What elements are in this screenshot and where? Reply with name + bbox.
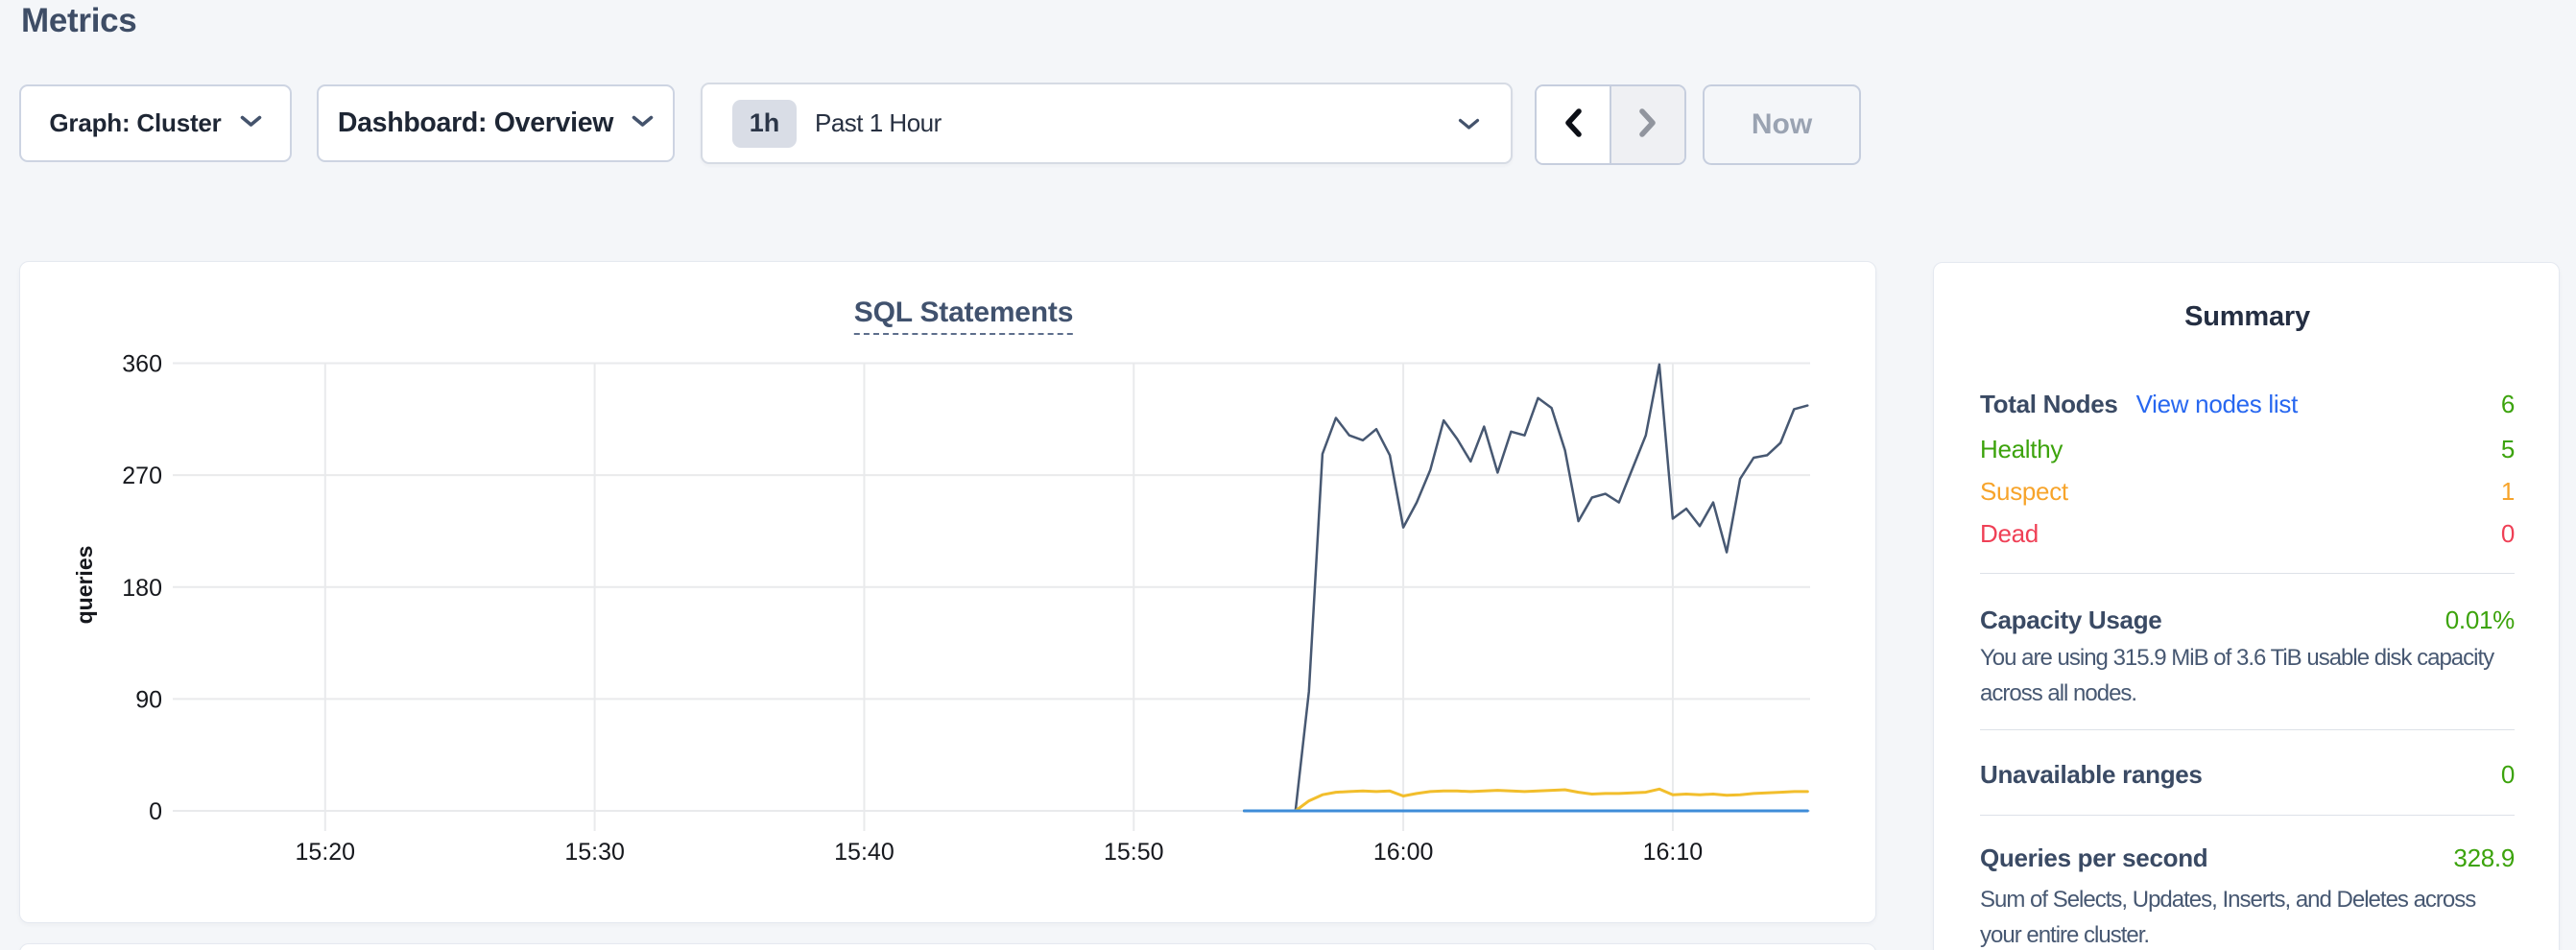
capacity-usage-label: Capacity Usage xyxy=(1980,606,2162,634)
total-nodes-label: Total Nodes xyxy=(1980,390,2118,418)
chevron-down-icon xyxy=(240,115,262,132)
now-button[interactable]: Now xyxy=(1703,84,1861,165)
svg-text:15:30: 15:30 xyxy=(564,839,625,866)
dashboard-dropdown-label: Dashboard: Overview xyxy=(337,107,614,138)
svg-text:16:00: 16:00 xyxy=(1373,839,1434,866)
chart-title[interactable]: SQL Statements xyxy=(853,297,1073,335)
healthy-nodes-value: 5 xyxy=(2500,435,2515,463)
chevron-right-icon xyxy=(1639,107,1657,142)
time-range-badge: 1h xyxy=(732,99,797,148)
divider xyxy=(1980,573,2515,574)
dead-nodes-row: Dead 0 xyxy=(1980,512,2515,555)
queries-per-second-description: Sum of Selects, Updates, Inserts, and De… xyxy=(1980,887,2476,948)
queries-per-second-value: 328.9 xyxy=(2453,843,2515,872)
chevron-down-icon xyxy=(1458,118,1480,135)
svg-text:270: 270 xyxy=(122,463,162,489)
chart-card xyxy=(19,261,1876,923)
suspect-nodes-label: Suspect xyxy=(1980,477,2068,506)
svg-text:15:50: 15:50 xyxy=(1104,839,1164,866)
svg-text:15:40: 15:40 xyxy=(834,839,894,866)
suspect-nodes-value: 1 xyxy=(2500,477,2515,506)
unavailable-ranges-value: 0 xyxy=(2500,760,2515,789)
unavailable-ranges-row: Unavailable ranges 0 xyxy=(1980,753,2515,796)
svg-text:0: 0 xyxy=(149,798,162,825)
svg-text:queries: queries xyxy=(72,546,97,625)
dashboard-dropdown[interactable]: Dashboard: Overview xyxy=(317,84,675,162)
page-title: Metrics xyxy=(21,2,137,39)
dead-nodes-label: Dead xyxy=(1980,519,2039,548)
queries-per-second-row: Queries per second 328.9 xyxy=(1980,837,2515,879)
svg-text:15:20: 15:20 xyxy=(296,839,356,866)
total-nodes-value: 6 xyxy=(2500,390,2515,418)
svg-text:16:10: 16:10 xyxy=(1643,839,1704,866)
svg-text:180: 180 xyxy=(122,575,162,602)
healthy-nodes-row: Healthy 5 xyxy=(1980,428,2515,470)
queries-per-second-label: Queries per second xyxy=(1980,843,2208,872)
healthy-nodes-label: Healthy xyxy=(1980,435,2063,463)
dead-nodes-value: 0 xyxy=(2500,519,2515,548)
time-range-selector[interactable]: 1h Past 1 Hour xyxy=(701,83,1513,164)
graph-dropdown-label: Graph: Cluster xyxy=(49,108,222,137)
unavailable-ranges-label: Unavailable ranges xyxy=(1980,760,2203,789)
capacity-usage-row: Capacity Usage 0.01% xyxy=(1980,599,2515,641)
sql-statements-chart: 0 90 180 270 360 15:20 15:30 15:40 15:50 16:00 16:… xyxy=(72,351,1810,866)
next-time-button[interactable] xyxy=(1611,86,1684,163)
view-nodes-list-link[interactable]: View nodes list xyxy=(2135,390,2299,418)
graph-dropdown[interactable]: Graph: Cluster xyxy=(19,84,292,162)
next-chart-card xyxy=(19,943,1876,950)
svg-text:90: 90 xyxy=(135,686,162,713)
divider xyxy=(1980,729,2515,730)
summary-card: Summary Total Nodes View nodes list 6 Hea… xyxy=(1933,262,2560,950)
suspect-nodes-row: Suspect 1 xyxy=(1980,470,2515,512)
total-nodes-row: Total Nodes View nodes list 6 xyxy=(1980,383,2515,425)
chevron-left-icon xyxy=(1564,107,1582,142)
svg-text:360: 360 xyxy=(122,351,162,378)
capacity-usage-value: 0.01% xyxy=(2445,606,2516,634)
time-step-buttons xyxy=(1535,84,1686,165)
summary-title: Summary xyxy=(2184,301,2310,332)
divider xyxy=(1980,815,2515,816)
chevron-down-icon xyxy=(632,115,654,132)
prev-time-button[interactable] xyxy=(1537,86,1611,163)
capacity-usage-description: You are using 315.9 MiB of 3.6 TiB usabl… xyxy=(1980,645,2494,706)
time-range-label: Past 1 Hour xyxy=(815,108,942,137)
